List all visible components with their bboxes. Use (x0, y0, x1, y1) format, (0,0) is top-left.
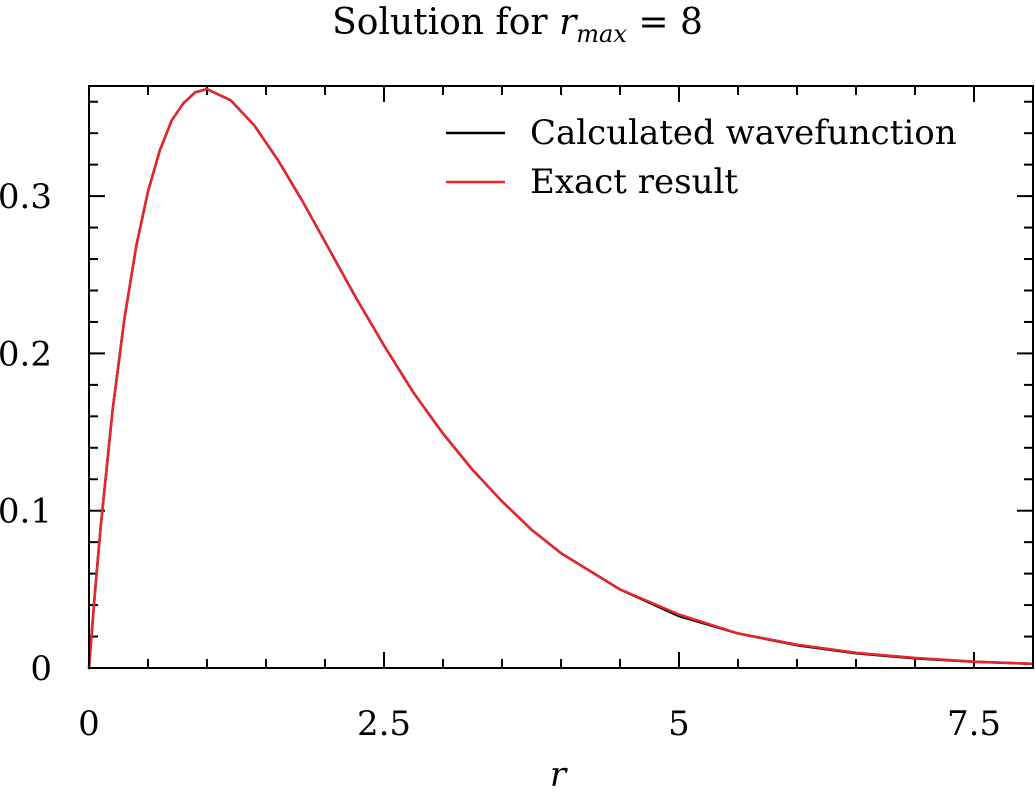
title-prefix: Solution for (332, 2, 560, 43)
y-tick-label: 0.2 (0, 334, 52, 374)
y-tick-label: 0.1 (0, 492, 52, 532)
plot-frame (88, 85, 1034, 669)
title-sub: max (576, 20, 627, 49)
legend-label: Calculated wavefunction (530, 113, 957, 153)
chart-title: Solution for rmax = 8 (0, 2, 1035, 48)
x-tick-label: 2.5 (357, 704, 411, 744)
labels-layer: 0 2.5 5 7.5 0 0.1 0.2 0.3 r (0, 177, 1001, 793)
x-tick-label: 7.5 (947, 704, 1001, 744)
x-tick-label: 5 (668, 704, 690, 744)
legend: Calculated wavefunction Exact result (446, 113, 957, 202)
legend-label: Exact result (530, 162, 738, 202)
x-axis-label: r (550, 755, 568, 793)
x-tick-label: 0 (78, 704, 100, 744)
y-tick-label: 0.3 (0, 177, 52, 217)
title-var: r (559, 2, 577, 43)
series-line-exact (87, 87, 1035, 670)
y-tick-label: 0 (30, 649, 52, 689)
title-suffix: = 8 (626, 2, 703, 43)
series-layer (87, 87, 1035, 670)
